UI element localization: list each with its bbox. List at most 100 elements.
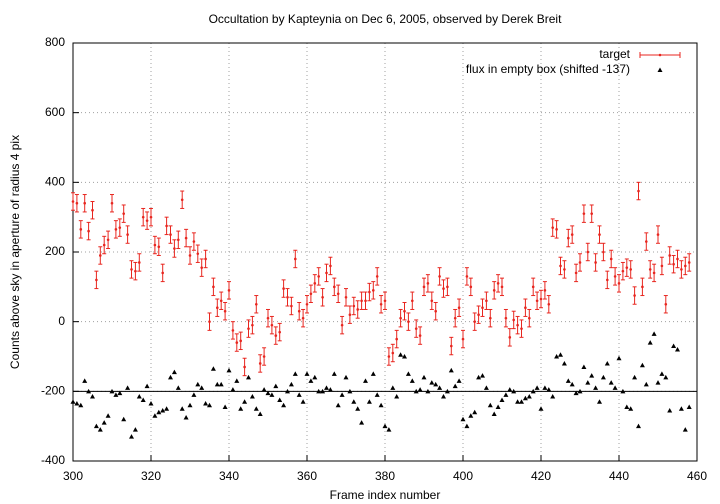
point — [608, 380, 614, 385]
point — [364, 299, 367, 303]
point — [265, 390, 271, 396]
point — [616, 355, 622, 361]
point — [191, 392, 197, 397]
point — [129, 434, 134, 439]
point — [173, 247, 176, 250]
point — [395, 337, 399, 341]
point — [413, 388, 419, 394]
point — [91, 208, 94, 212]
point — [524, 306, 527, 310]
x-tick-label: 320 — [141, 469, 161, 483]
point — [216, 306, 219, 310]
x-tick-label: 440 — [609, 469, 629, 483]
point — [117, 390, 123, 396]
point — [254, 302, 258, 306]
point — [379, 302, 383, 306]
point — [597, 399, 602, 404]
point — [684, 264, 687, 268]
point — [411, 299, 414, 303]
point — [87, 229, 90, 233]
point — [355, 406, 361, 411]
point — [569, 381, 575, 387]
point — [288, 381, 294, 387]
legend-label: flux in empty box (shifted -137) — [466, 62, 630, 76]
point — [617, 282, 621, 285]
point — [520, 327, 523, 330]
point — [331, 371, 337, 376]
point — [547, 302, 551, 306]
point — [138, 261, 141, 264]
point — [372, 289, 375, 292]
point — [375, 275, 379, 278]
point — [118, 226, 122, 229]
legend-swatch — [658, 53, 662, 57]
point — [672, 262, 675, 266]
point — [359, 420, 365, 425]
point — [130, 268, 133, 271]
point — [495, 404, 501, 410]
point — [453, 316, 457, 320]
point — [477, 313, 480, 317]
point — [297, 309, 301, 313]
point — [71, 200, 75, 203]
point — [257, 411, 263, 416]
point — [251, 323, 254, 327]
point — [210, 366, 216, 371]
x-tick-label: 400 — [453, 469, 473, 483]
point — [281, 402, 287, 408]
point — [633, 294, 636, 297]
point — [570, 233, 574, 236]
point — [239, 339, 242, 343]
point — [168, 374, 173, 380]
point — [655, 380, 661, 385]
point — [207, 402, 212, 408]
point — [444, 388, 450, 394]
point — [183, 414, 189, 420]
point — [639, 362, 645, 368]
point — [335, 402, 341, 408]
point — [526, 394, 532, 399]
point — [511, 388, 517, 394]
point — [577, 388, 583, 394]
point — [203, 401, 209, 406]
point — [106, 238, 110, 242]
point — [414, 327, 418, 330]
point — [600, 374, 606, 380]
x-tick-label: 360 — [297, 469, 317, 483]
point — [95, 278, 98, 282]
point — [351, 399, 357, 404]
point — [195, 381, 201, 387]
point — [667, 407, 673, 413]
point — [148, 401, 154, 406]
point — [152, 413, 158, 418]
point — [370, 371, 376, 376]
point — [500, 285, 504, 289]
point — [686, 404, 692, 410]
point — [105, 413, 111, 418]
point — [74, 401, 80, 406]
point — [476, 374, 482, 380]
point — [79, 228, 83, 231]
point — [324, 385, 329, 390]
point — [99, 254, 102, 257]
point — [522, 395, 528, 401]
point — [496, 282, 500, 285]
point — [320, 388, 326, 394]
point — [329, 264, 332, 268]
point — [175, 385, 181, 390]
point — [262, 355, 266, 358]
point — [446, 285, 449, 289]
point — [149, 215, 153, 219]
point — [313, 282, 317, 285]
point — [253, 406, 259, 411]
point — [409, 378, 415, 383]
point — [559, 264, 562, 268]
point — [242, 399, 248, 404]
point — [472, 409, 478, 415]
point — [343, 374, 349, 380]
point — [390, 385, 396, 390]
point — [555, 228, 558, 231]
point — [309, 292, 313, 296]
point — [573, 390, 579, 396]
point — [651, 331, 657, 336]
